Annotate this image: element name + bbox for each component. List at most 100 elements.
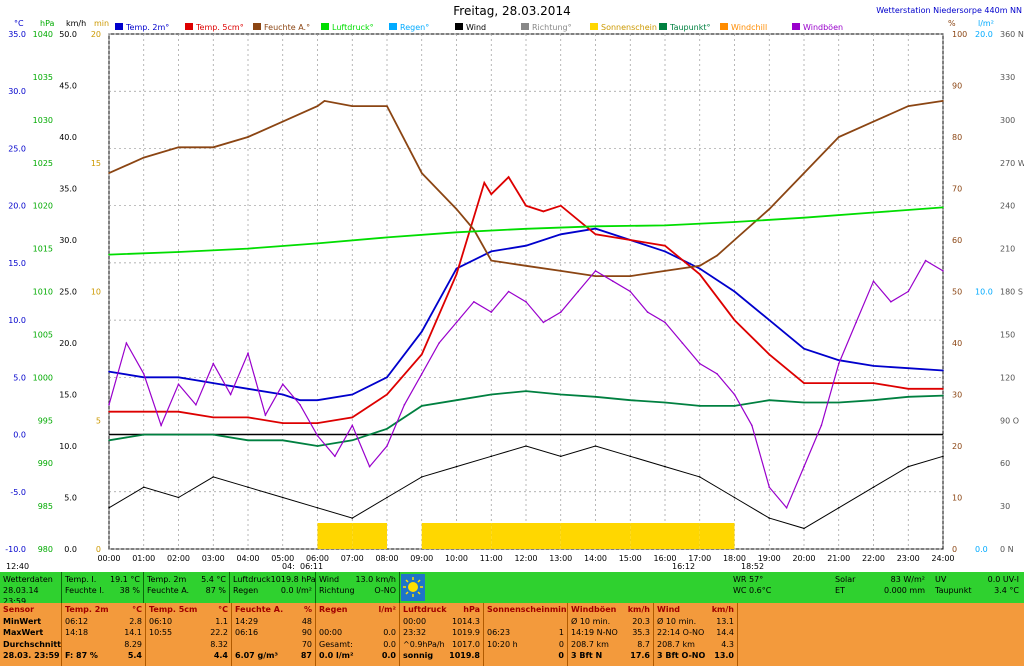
data-point bbox=[108, 439, 110, 442]
data-point bbox=[733, 239, 736, 241]
data-point bbox=[281, 383, 284, 386]
data-point bbox=[490, 259, 493, 262]
value: 0.0 l/m² bbox=[280, 586, 312, 595]
data-point bbox=[125, 342, 128, 344]
table-row: 6.07 g/m³ 87 bbox=[235, 650, 312, 662]
data-point bbox=[907, 290, 910, 293]
data-point bbox=[420, 405, 423, 407]
value: 83 W/m² bbox=[890, 575, 925, 584]
data-point bbox=[299, 404, 301, 406]
cell-value: 70 bbox=[301, 639, 312, 649]
data-point bbox=[334, 455, 336, 458]
pressure-tick: 980 bbox=[38, 545, 53, 554]
data-point bbox=[872, 365, 875, 367]
data-point bbox=[768, 399, 771, 402]
col-unit: km/h bbox=[627, 605, 650, 614]
data-point bbox=[316, 434, 319, 437]
cell-value: 5.4 bbox=[127, 651, 142, 660]
data-point bbox=[698, 362, 701, 365]
pressure-tick: 1015 bbox=[33, 245, 53, 254]
cell-value: 13.0 bbox=[714, 651, 734, 660]
data-point bbox=[420, 476, 423, 478]
legend-swatch bbox=[659, 23, 667, 30]
data-point bbox=[872, 486, 875, 489]
data-point bbox=[768, 517, 771, 519]
sunshine-bar bbox=[317, 523, 353, 549]
series-lines bbox=[108, 99, 944, 530]
data-point bbox=[281, 496, 284, 499]
cell-label: 14:29 bbox=[235, 616, 259, 626]
data-point bbox=[733, 290, 736, 293]
cell-value: 8.32 bbox=[210, 639, 228, 649]
wind-tick: 40.0 bbox=[59, 133, 77, 142]
table-row: 0.0 l/m² 0.0 bbox=[319, 650, 396, 662]
wind-tick: 30.0 bbox=[59, 236, 77, 245]
time-tick: 06:00 bbox=[306, 554, 329, 563]
data-point bbox=[542, 321, 545, 324]
data-point bbox=[177, 251, 180, 253]
time-tick: 24:00 bbox=[931, 554, 954, 563]
humidity-tick: 10 bbox=[952, 494, 962, 503]
cell-value: 1019.8 bbox=[449, 651, 480, 660]
humidity-tick: 80 bbox=[952, 133, 962, 142]
data-point bbox=[907, 395, 910, 398]
sun-tick: 20 bbox=[91, 30, 101, 39]
rain-tick: 10.0 bbox=[975, 288, 993, 297]
status-label: Wetterdaten bbox=[3, 575, 53, 584]
temp-tick: 20.0 bbox=[8, 202, 26, 211]
legend-swatch bbox=[389, 23, 397, 30]
legend-swatch bbox=[521, 23, 529, 30]
value: O-NO bbox=[374, 586, 396, 595]
cell-label: 0.0 l/m² bbox=[319, 651, 354, 660]
axis-unit: °C bbox=[14, 19, 24, 28]
cell-label: 14:19 N-NO bbox=[571, 628, 618, 637]
wind-tick: 5.0 bbox=[64, 494, 77, 503]
legend-label: Temp. 5cm° bbox=[195, 23, 244, 32]
table-row: F: 87 % 5.4 bbox=[65, 650, 142, 662]
data-point bbox=[316, 105, 319, 107]
sun-tick: 10 bbox=[91, 288, 101, 297]
value: 1019.8 hPa bbox=[270, 575, 316, 584]
data-point bbox=[733, 221, 736, 223]
data-point bbox=[177, 146, 180, 149]
data-point bbox=[559, 311, 562, 313]
data-point bbox=[281, 393, 284, 396]
rain-tick: 0.0 bbox=[975, 545, 988, 554]
table-row: Gesamt: 0.0 bbox=[319, 639, 396, 651]
time-tick: 08:00 bbox=[375, 554, 398, 563]
table-row: 06:23 1 bbox=[487, 627, 564, 639]
legend-label: Luftdruck° bbox=[332, 23, 374, 32]
data-point bbox=[247, 247, 249, 250]
cell-label: F: 87 % bbox=[65, 651, 98, 660]
label: Temp. I. bbox=[65, 575, 97, 584]
data-point bbox=[803, 401, 805, 404]
data-point bbox=[594, 445, 597, 447]
label: UV bbox=[935, 575, 947, 584]
data-point bbox=[664, 270, 666, 272]
label: Feuchte I. bbox=[65, 586, 105, 595]
data-point bbox=[698, 264, 701, 267]
data-point bbox=[108, 410, 110, 413]
time-marker: 12:40 bbox=[6, 562, 29, 571]
status-pressure: Luftdruck 1019.8 hPa Regen 0.0 l/m² bbox=[230, 572, 316, 603]
data-point bbox=[716, 373, 718, 375]
cell-value: 14.4 bbox=[716, 628, 734, 637]
col-unit: km/h bbox=[711, 605, 734, 614]
data-point bbox=[803, 527, 805, 530]
data-point bbox=[594, 270, 597, 272]
value: 19.1 °C bbox=[110, 575, 140, 584]
cell-value: 1019.9 bbox=[452, 628, 480, 637]
legend-label: Windböen bbox=[803, 23, 843, 32]
cell-label: sonnig bbox=[403, 651, 434, 660]
sun-tick: 15 bbox=[91, 159, 101, 168]
cell-label: 06:12 bbox=[65, 616, 89, 626]
data-point bbox=[872, 280, 875, 283]
table-row: 14:18 14.1 bbox=[65, 627, 142, 639]
data-point bbox=[733, 405, 736, 407]
time-tick: 19:00 bbox=[758, 554, 781, 563]
cell-value: 48 bbox=[301, 616, 312, 626]
data-point bbox=[733, 319, 736, 321]
time-tick: 13:00 bbox=[549, 554, 572, 563]
humidity-tick: 70 bbox=[952, 185, 962, 194]
data-point bbox=[942, 455, 944, 458]
